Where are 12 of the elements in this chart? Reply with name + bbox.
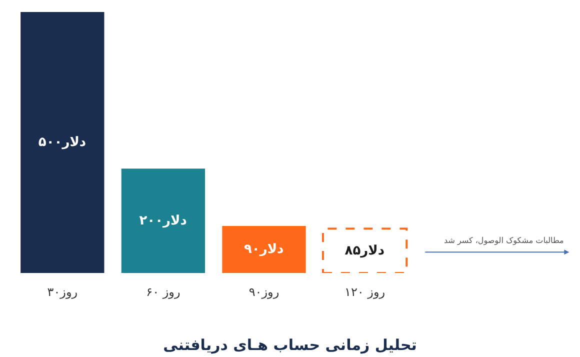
bar: [121, 168, 206, 273]
bar: [20, 12, 104, 273]
text: تحلیل زمانی حساب هـای دریافتنی: [163, 336, 417, 354]
x-tick-label: ۹۰روز: [248, 285, 280, 299]
data-label: ۵۰۰دلار: [38, 135, 86, 150]
x-tick-label: ۱۲۰ روز: [344, 285, 386, 299]
data-label: ۹۰دلار: [244, 242, 284, 258]
data-label: ۸۵دلار: [344, 243, 385, 258]
text: مطالبات مشکوک الوصول، کسر شد: [444, 236, 564, 245]
data-label: ۲۰۰دلار: [139, 213, 188, 228]
x-tick-label: ۶۰ روز: [146, 285, 180, 299]
x-tick-label: ۳۰روز: [47, 285, 78, 299]
